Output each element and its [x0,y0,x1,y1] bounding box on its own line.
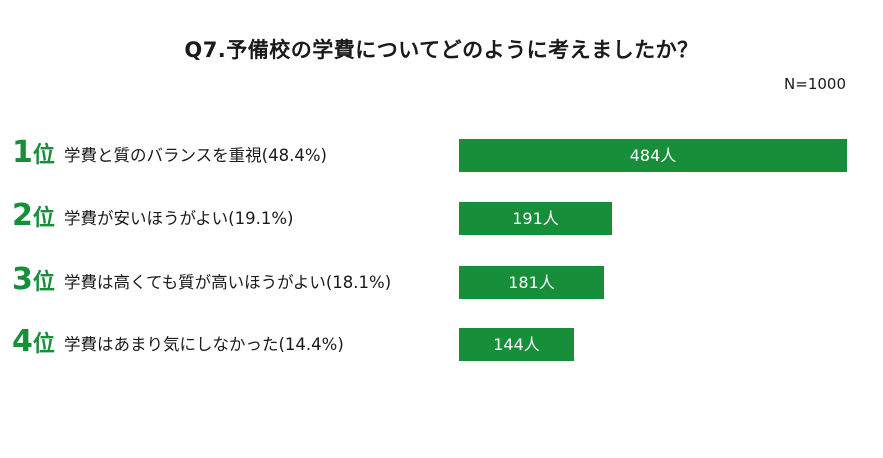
rank-label: 1位 [12,133,55,176]
bar-value-label: 144人 [493,335,540,354]
bar: 191人 [459,202,612,235]
bar-value-label: 181人 [508,273,555,292]
rank-label: 2位 [12,196,55,239]
chart-title: Q7.予備校の学費についてどのように考えましたか？ [184,38,699,62]
bar: 484人 [459,139,847,172]
sample-size-note: N=1000 [784,75,846,93]
chart-row: 3位 学費は高くても質が高いほうがよい(18.1%) 181人 [0,262,883,300]
rank-suffix: 位 [32,206,55,231]
rank-label: 4位 [12,322,55,365]
rank-label: 3位 [12,260,55,303]
rank-number: 2 [12,198,33,233]
category-label: 学費はあまり気にしなかった(14.4%) [64,335,344,354]
chart-row: 2位 学費が安いほうがよい(19.1%) 191人 [0,198,883,236]
rank-number: 1 [12,135,33,170]
rank-suffix: 位 [32,332,55,357]
chart-row: 4位 学費はあまり気にしなかった(14.4%) 144人 [0,324,883,362]
rank-suffix: 位 [32,143,55,168]
rank-number: 4 [12,324,33,359]
rank-number: 3 [12,262,33,297]
category-label: 学費が安いほうがよい(19.1%) [64,209,294,228]
bar-value-label: 191人 [512,209,559,228]
bar: 144人 [459,328,574,361]
bar: 181人 [459,266,604,299]
category-label: 学費は高くても質が高いほうがよい(18.1%) [64,273,392,292]
bar-value-label: 484人 [629,146,677,165]
category-label: 学費と質のバランスを重視(48.4%) [64,146,327,165]
rank-suffix: 位 [32,270,55,295]
chart-row: 1位 学費と質のバランスを重視(48.4%) 484人 [0,135,883,173]
